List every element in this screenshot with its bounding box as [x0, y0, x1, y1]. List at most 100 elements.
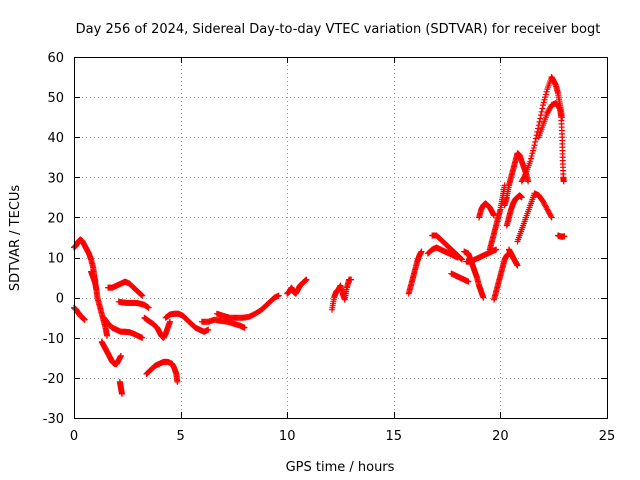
series-arc-4	[98, 338, 124, 367]
y-tick-label: -30	[43, 412, 64, 427]
y-tick-label: 20	[47, 211, 64, 226]
data-point	[241, 324, 248, 331]
series-arc-1	[71, 236, 99, 285]
data-point	[527, 158, 534, 165]
y-tick-label: 30	[47, 171, 64, 186]
y-tick-label: 0	[56, 292, 64, 307]
y-tick-label: 10	[47, 252, 64, 267]
series-arc-7	[115, 298, 152, 311]
data-point	[205, 326, 212, 333]
data-point	[139, 334, 146, 341]
data-point	[518, 194, 525, 201]
data-point	[275, 292, 282, 299]
data-point	[538, 108, 545, 115]
data-point	[514, 262, 521, 269]
series-arc-24	[491, 250, 512, 303]
data-point	[104, 332, 111, 339]
series-arc-10	[143, 358, 181, 385]
data-point	[531, 142, 538, 149]
plot-frame	[74, 57, 608, 419]
series-arc-22	[476, 200, 498, 221]
data-point	[532, 138, 539, 145]
data-point	[547, 213, 554, 220]
y-axis-label: SDTVAR / TECUs	[8, 185, 23, 292]
data-points	[71, 74, 568, 397]
axis-ticks: 0 5 10 15 20 25 -30 -20 -10 0 10 20 30 40 50 60	[43, 51, 616, 444]
x-tick-label: 5	[176, 429, 184, 444]
y-tick-label: 50	[47, 91, 64, 106]
series-arc-28	[514, 190, 555, 245]
data-point	[138, 291, 145, 298]
data-point	[540, 102, 547, 109]
data-point	[174, 378, 181, 385]
x-tick-label: 10	[279, 429, 296, 444]
series-arc-12	[198, 316, 248, 331]
series-arc-15	[328, 276, 355, 313]
data-point	[81, 316, 88, 323]
data-point	[418, 248, 425, 255]
series-arc-11	[162, 310, 212, 335]
chart-title: Day 256 of 2024, Sidereal Day-to-day VTE…	[76, 22, 601, 37]
data-point	[530, 147, 537, 154]
series-arc-26	[503, 192, 525, 229]
data-point	[542, 91, 549, 98]
data-point	[529, 150, 536, 157]
series-arc-8	[116, 378, 125, 397]
data-point	[539, 105, 546, 112]
y-tick-label: -10	[43, 332, 64, 347]
data-point	[540, 99, 547, 106]
y-tick-label: 40	[47, 131, 64, 146]
data-point	[537, 115, 544, 122]
series-arc-27	[505, 246, 521, 269]
series-arc-31	[554, 232, 568, 240]
y-tick-label: -20	[43, 372, 64, 387]
x-axis-label: GPS time / hours	[286, 460, 395, 475]
y-tick-label: 60	[47, 51, 64, 66]
data-point	[530, 144, 537, 151]
data-point	[491, 212, 498, 219]
data-point	[542, 94, 549, 101]
data-point	[534, 128, 541, 135]
series-arc-2	[71, 304, 88, 323]
data-point	[528, 152, 535, 159]
data-point	[532, 135, 539, 142]
data-point	[145, 304, 152, 311]
x-tick-label: 0	[70, 429, 78, 444]
data-point	[537, 112, 544, 119]
series-arc-30	[535, 100, 567, 185]
data-point	[525, 178, 532, 185]
grid	[74, 57, 607, 418]
x-tick-label: 20	[492, 429, 509, 444]
series-arc-21	[463, 246, 500, 265]
data-point	[536, 118, 543, 125]
data-point	[139, 292, 146, 299]
series-arc-19	[448, 270, 472, 285]
series-arc-5	[100, 314, 146, 341]
data-point	[348, 276, 355, 283]
series-arc-14	[284, 276, 310, 297]
series-arc-16	[405, 248, 425, 297]
data-point	[465, 278, 472, 285]
data-point	[480, 294, 487, 301]
data-point	[459, 256, 466, 263]
data-point	[561, 233, 568, 240]
data-point	[541, 96, 548, 103]
series-arc-20	[461, 248, 487, 301]
data-point	[118, 390, 125, 397]
series-arc-17	[424, 244, 461, 261]
data-point	[543, 88, 550, 95]
data-point	[522, 171, 529, 178]
x-tick-label: 15	[386, 429, 403, 444]
data-point	[493, 246, 500, 253]
series-arc-13	[213, 292, 282, 321]
data-point	[560, 178, 567, 185]
series-arc-9	[141, 314, 173, 341]
data-point	[548, 214, 555, 221]
data-point	[458, 255, 465, 262]
x-tick-label: 25	[599, 429, 616, 444]
data-point	[117, 352, 124, 359]
data-point	[527, 155, 534, 162]
data-point	[303, 276, 310, 283]
data-point	[535, 125, 542, 132]
